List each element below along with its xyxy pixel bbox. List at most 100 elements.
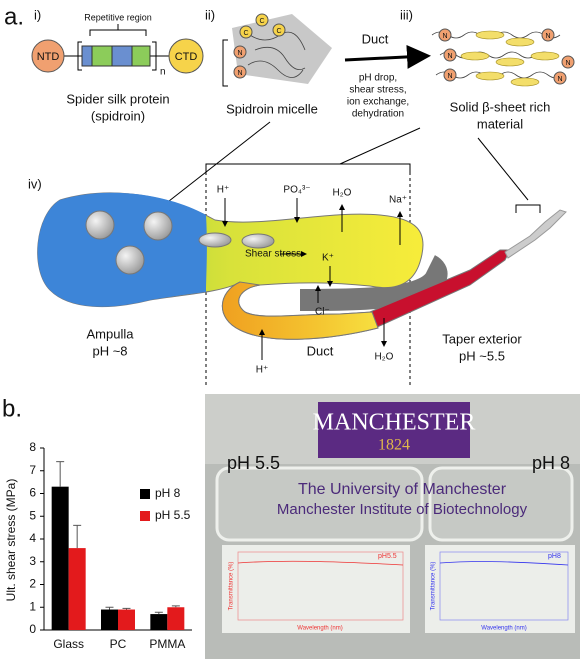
connectors bbox=[121, 121, 541, 220]
y-tick-label: 0 bbox=[29, 622, 36, 636]
duct-condition: pH drop, bbox=[359, 73, 397, 84]
x-tick-label: PC bbox=[110, 637, 127, 651]
bracket bbox=[89, 24, 147, 36]
taper-label: Taper exterior bbox=[442, 331, 522, 346]
inset-left bbox=[222, 545, 410, 633]
ntd-domain bbox=[31, 39, 65, 73]
ion-label: K⁺ bbox=[322, 253, 334, 264]
inset-y-label: Transmittance (%) bbox=[229, 562, 235, 611]
bar bbox=[118, 609, 135, 630]
legend-label: pH 5.5 bbox=[155, 508, 191, 522]
protein-label: Spider silk protein bbox=[66, 91, 169, 106]
inset-x-label: Wavelength (nm) bbox=[481, 626, 526, 632]
ion-label: H₂O bbox=[333, 188, 352, 199]
logo-banner bbox=[318, 402, 470, 458]
repeat-box bbox=[131, 45, 151, 67]
ctd-label: CTD bbox=[175, 51, 198, 63]
n-terminus: N bbox=[565, 60, 570, 67]
duct-lower bbox=[221, 281, 379, 340]
ion-label: H₂O bbox=[375, 352, 394, 363]
panel-a: a. i) ii) iii) iv) Repetitive region n N… bbox=[4, 3, 575, 385]
step-label: ii) bbox=[205, 7, 215, 22]
y-tick-label: 7 bbox=[29, 463, 36, 477]
ampulla-label: pH ~8 bbox=[92, 343, 127, 358]
repeat-box bbox=[111, 45, 133, 67]
inset-legend: pH5.5 bbox=[378, 553, 397, 560]
c-terminus: C bbox=[259, 18, 264, 25]
duct-label: Duct bbox=[307, 343, 334, 358]
inset-axes bbox=[439, 551, 569, 621]
step-label: iii) bbox=[400, 7, 413, 22]
taper-label: pH ~5.5 bbox=[459, 348, 505, 363]
well-right bbox=[428, 466, 574, 542]
bar bbox=[150, 614, 168, 630]
step-label: iv) bbox=[28, 176, 42, 191]
ntd-label: NTD bbox=[37, 51, 60, 63]
y-tick-label: 8 bbox=[29, 440, 36, 454]
ion-label: PO₄³⁻ bbox=[283, 185, 310, 196]
ion-label: Cl⁻ bbox=[315, 307, 330, 318]
legend-label: pH 8 bbox=[155, 486, 181, 500]
n-terminus: N bbox=[545, 33, 550, 40]
logo: MANCHESTER bbox=[313, 410, 476, 436]
n-terminus: N bbox=[237, 50, 242, 57]
repeat-n: n bbox=[160, 67, 166, 78]
bar bbox=[101, 609, 118, 630]
step-label: i) bbox=[34, 7, 41, 22]
logo-year: 1824 bbox=[378, 437, 410, 454]
solid-label: material bbox=[477, 116, 523, 131]
micelles bbox=[85, 210, 275, 275]
y-tick-label: 5 bbox=[29, 508, 36, 522]
bar bbox=[167, 607, 185, 630]
micelle-termini bbox=[233, 13, 286, 79]
inset-y-label: Transmittance (%) bbox=[431, 562, 437, 611]
inset-legend: pH8 bbox=[548, 553, 561, 560]
y-tick-label: 6 bbox=[29, 486, 36, 500]
solid-label: Solid β-sheet rich bbox=[450, 99, 551, 114]
panel-label: b. bbox=[2, 395, 22, 422]
panel-c: MANCHESTER 1824 pH 5.5 pH 8 The Universi… bbox=[205, 394, 580, 659]
duct-outline bbox=[299, 255, 448, 311]
duct-condition: shear stress, bbox=[349, 85, 406, 96]
inset-right bbox=[425, 545, 575, 633]
ph-label: pH 8 bbox=[532, 453, 570, 473]
panel-label: a. bbox=[4, 3, 24, 30]
inset-curve bbox=[237, 560, 404, 566]
well-left bbox=[215, 466, 424, 542]
n-terminus: N bbox=[442, 33, 447, 40]
legend-swatch bbox=[140, 489, 150, 499]
legend-swatch bbox=[140, 511, 150, 521]
inset-axes bbox=[237, 551, 404, 621]
repeat-box bbox=[91, 45, 113, 67]
process-arrow bbox=[344, 44, 431, 69]
ctd-domain bbox=[168, 38, 204, 74]
bar bbox=[51, 486, 69, 630]
repeat-box bbox=[81, 45, 93, 67]
x-tick-label: Glass bbox=[53, 637, 84, 651]
panel-b: b. Ult. shear stress (MPa) 0 1 2 3 4 5 6 7 8 Glas… bbox=[2, 395, 192, 651]
ion-label: H⁺ bbox=[217, 185, 230, 196]
thread bbox=[504, 209, 567, 259]
fiber-termini bbox=[438, 28, 575, 85]
duct-condition: dehydration bbox=[352, 109, 404, 120]
ampulla-label: Ampulla bbox=[87, 326, 135, 341]
shear-stress-label: Shear stress bbox=[245, 249, 301, 260]
y-tick-label: 3 bbox=[29, 554, 36, 568]
duct-condition: ion exchange, bbox=[347, 97, 409, 108]
beta-sheets bbox=[460, 30, 560, 87]
ion-label: Na⁺ bbox=[389, 195, 407, 206]
n-terminus: N bbox=[557, 76, 562, 83]
n-terminus: N bbox=[237, 70, 242, 77]
n-terminus: N bbox=[447, 53, 452, 60]
university: The University of Manchester bbox=[298, 481, 507, 498]
protein-label: (spidroin) bbox=[91, 108, 145, 123]
bracket bbox=[222, 39, 228, 87]
y-axis-label: Ult. shear stress (MPa) bbox=[4, 479, 18, 602]
c-terminus: C bbox=[276, 28, 281, 35]
micelle-label: Spidroin micelle bbox=[226, 101, 318, 116]
institute: Manchester Institute of Biotechnology bbox=[277, 501, 528, 518]
y-tick-label: 2 bbox=[29, 577, 36, 591]
micelle bbox=[232, 14, 332, 84]
bar bbox=[68, 548, 86, 630]
bracket bbox=[77, 41, 157, 71]
